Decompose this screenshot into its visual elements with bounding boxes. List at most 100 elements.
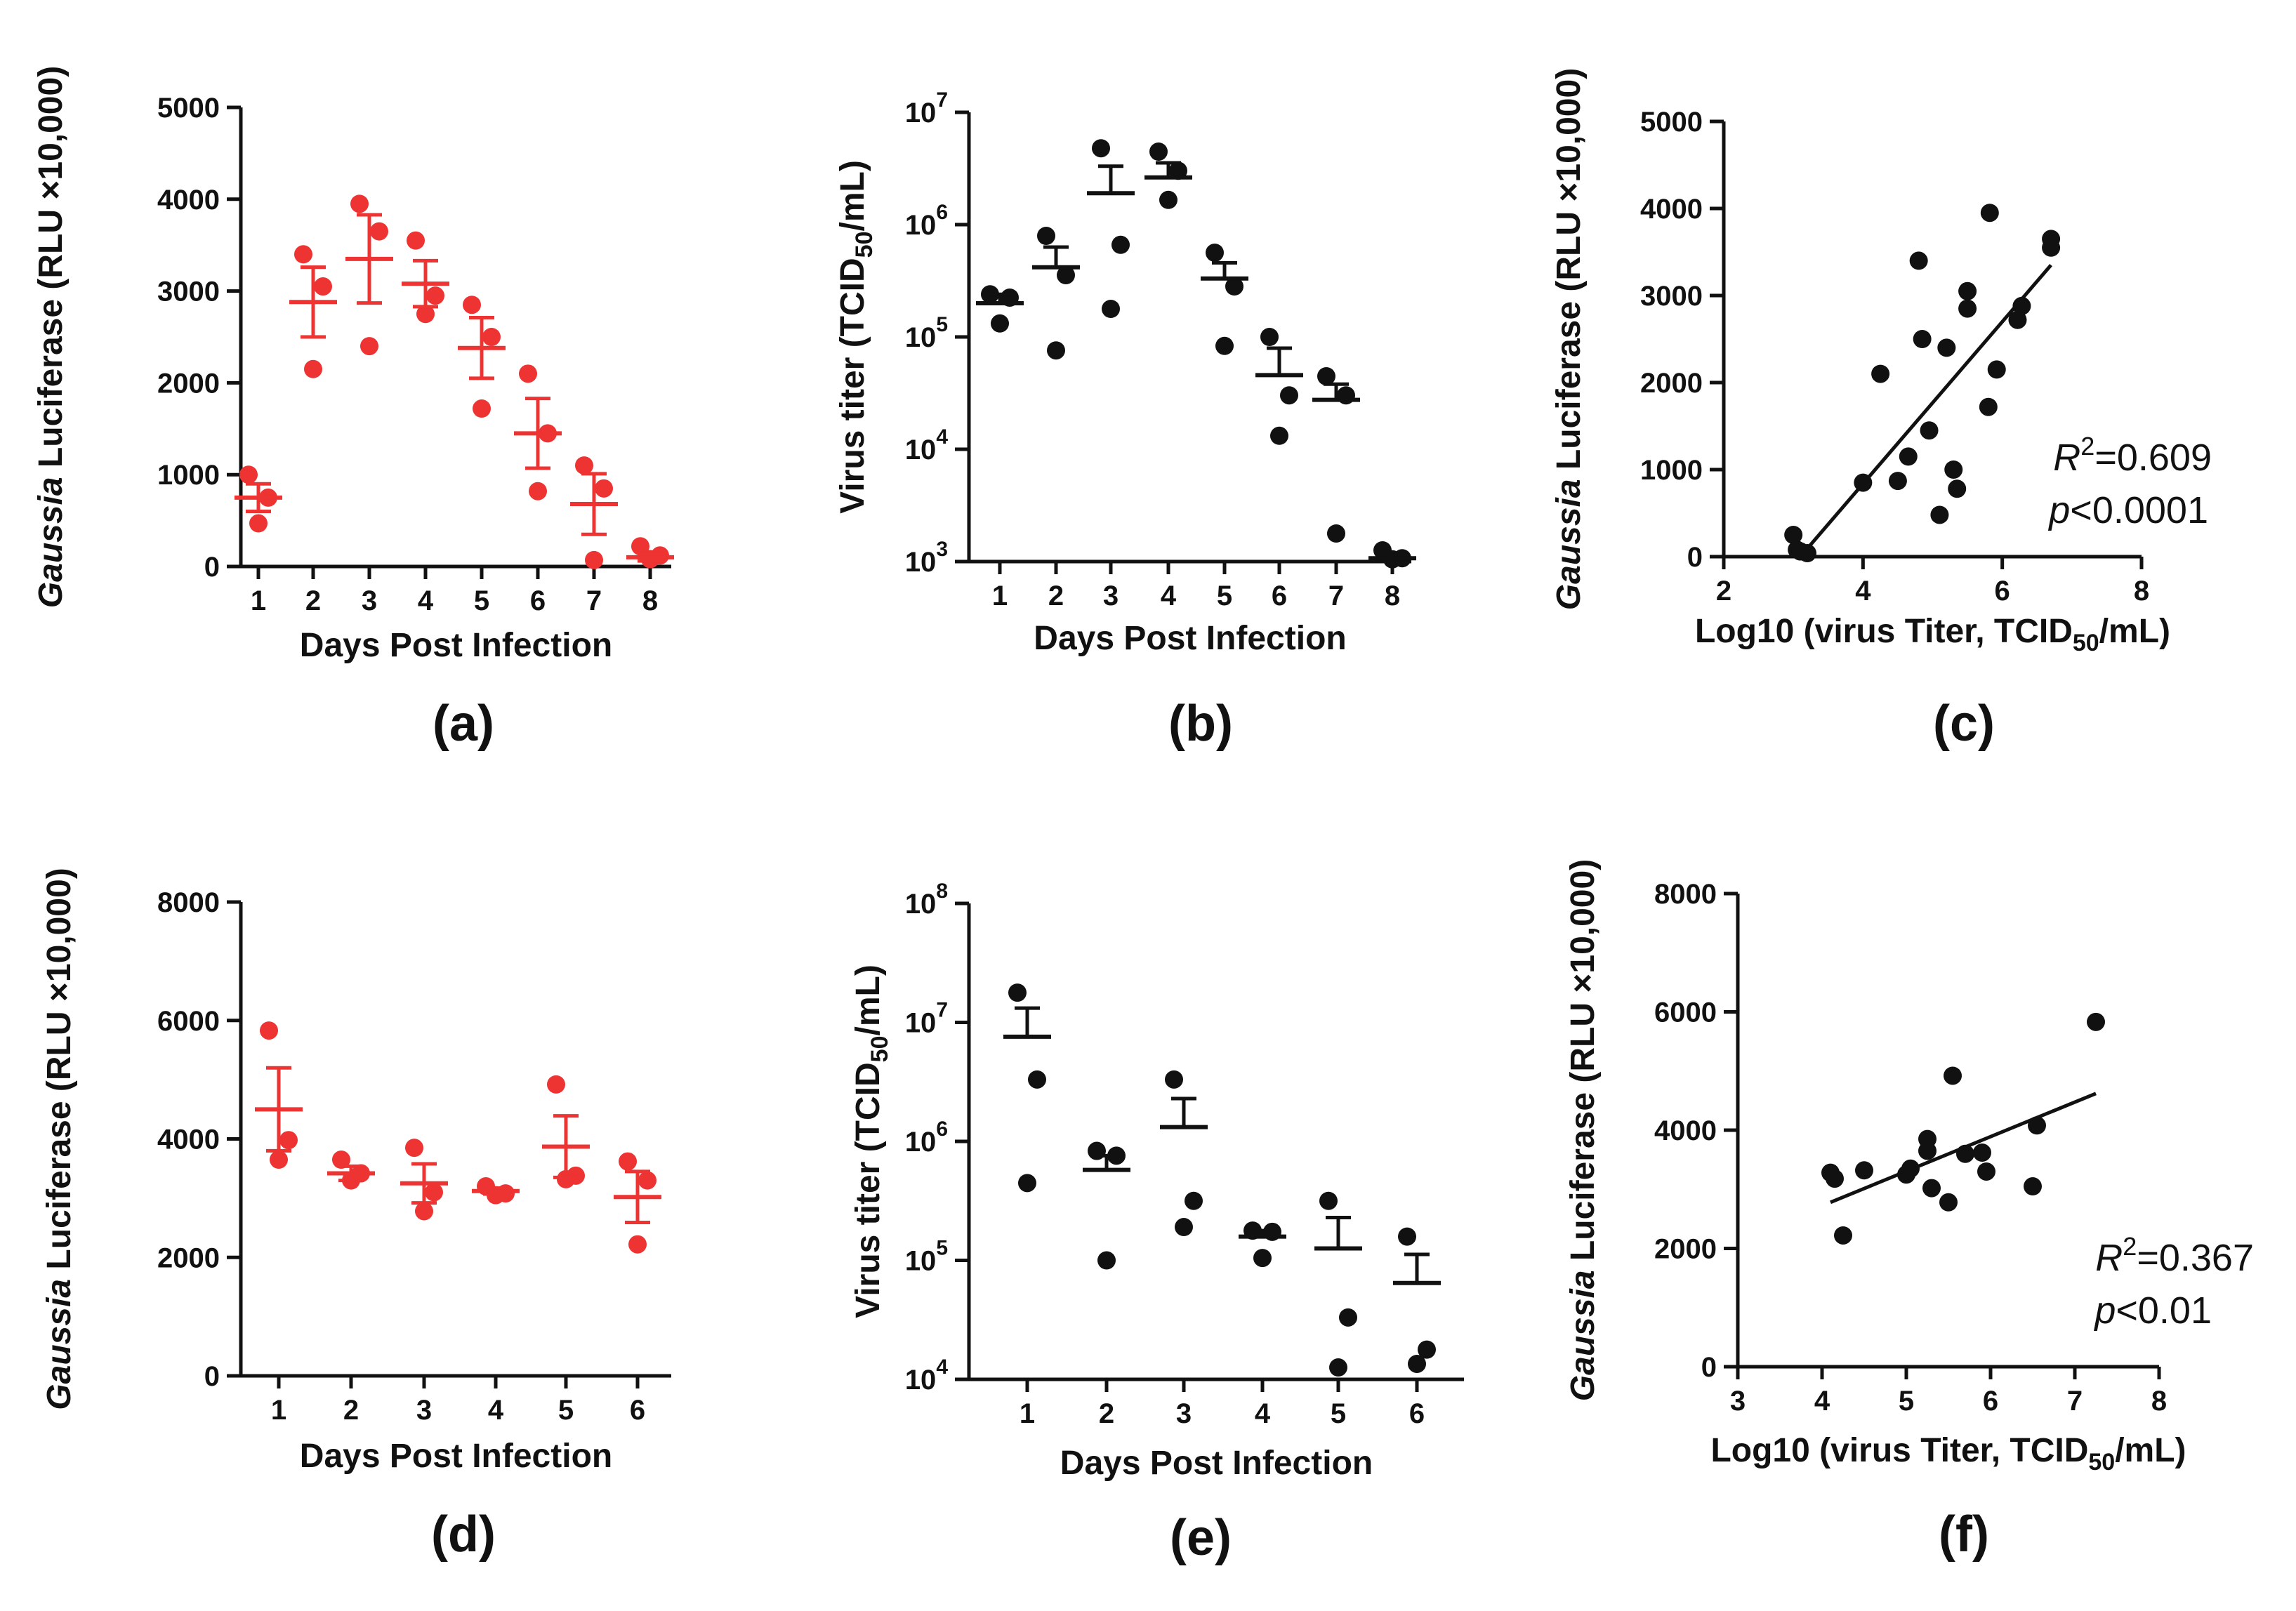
- r-squared-value: =0.367: [2137, 1237, 2254, 1279]
- data-point: [1327, 524, 1345, 543]
- data-point: [1165, 1070, 1183, 1089]
- data-point: [1317, 367, 1335, 385]
- data-point: [1215, 336, 1234, 355]
- data-point: [1899, 447, 1918, 466]
- y-axis-label-italic: Gaussia: [1550, 479, 1588, 610]
- data-point: [1225, 277, 1243, 296]
- data-point: [407, 231, 425, 250]
- data-point: [1922, 1179, 1941, 1198]
- y-axis-label: Gaussia Luciferase (RLU ×10,000): [32, 66, 70, 608]
- y-axis-label: Virus titer (TCID50/mL): [834, 160, 878, 514]
- y-tick-base: 10: [905, 889, 937, 920]
- y-axis-label-italic: Gaussia: [41, 1279, 78, 1410]
- y-tick-label: 105: [905, 313, 948, 353]
- panel-f: 0 2000 4000 6000 8000 3 4 5 6 7 8 Gaussia Luciferas…: [1564, 859, 2254, 1563]
- y-tick-exponent: 4: [936, 425, 948, 449]
- x-tick-label: 4: [1814, 1386, 1830, 1417]
- x-tick-label: 8: [1385, 581, 1400, 611]
- y-tick-label: 0: [1701, 1352, 1717, 1383]
- data-point: [595, 479, 613, 498]
- data-point: [1939, 1193, 1958, 1212]
- x-axis-label: Log10 (virus Titer, TCID50/mL): [1695, 613, 2170, 656]
- data-point: [2087, 1012, 2105, 1031]
- data-point: [1253, 1249, 1272, 1268]
- data-point: [1408, 1354, 1426, 1373]
- x-tick-label: 4: [1255, 1398, 1271, 1429]
- y-tick-label: 108: [905, 880, 948, 920]
- data-point: [1909, 251, 1928, 270]
- data-point: [628, 1235, 647, 1254]
- data-point: [1834, 1226, 1852, 1245]
- y-tick-label: 2000: [1654, 1234, 1717, 1265]
- r-superscript: 2: [2123, 1232, 2137, 1261]
- x-tick-label: 1: [1020, 1398, 1035, 1429]
- data-point: [416, 305, 435, 324]
- y-tick-label: 5000: [1640, 107, 1703, 138]
- x-tick-label: 7: [586, 585, 602, 616]
- x-tick-label: 7: [2067, 1386, 2083, 1417]
- data-point: [1977, 1162, 1995, 1181]
- y-tick-base: 10: [905, 1008, 937, 1039]
- data-point: [239, 465, 258, 484]
- y-tick-base: 10: [905, 210, 937, 241]
- data-point: [1329, 1358, 1347, 1377]
- x-tick-label: 4: [1161, 581, 1177, 611]
- y-axis-label-end: /mL): [850, 964, 887, 1035]
- x-axis-label: Days Post Infection: [300, 1438, 612, 1475]
- x-tick-label: 6: [1272, 581, 1287, 611]
- y-axis-label: Gaussia Luciferase (RLU ×10,000): [1564, 859, 1602, 1401]
- data-point: [1937, 338, 1956, 357]
- y-tick-label: 107: [905, 999, 948, 1039]
- panel-label: (c): [1933, 696, 1995, 752]
- panel-label: (b): [1168, 696, 1233, 752]
- x-tick-label: 4: [1855, 576, 1871, 606]
- data-point: [425, 1183, 443, 1202]
- data-point: [519, 364, 537, 383]
- y-tick-exponent: 4: [936, 1355, 948, 1379]
- x-tick-label: 5: [474, 585, 489, 616]
- x-tick-label: 8: [642, 585, 658, 616]
- y-tick-exponent: 7: [936, 88, 948, 112]
- data-point: [405, 1139, 423, 1158]
- x-tick-label: 6: [1995, 576, 2010, 606]
- data-point: [426, 286, 444, 305]
- data-point: [991, 314, 1009, 333]
- y-tick-label: 3000: [1640, 281, 1703, 312]
- x-axis-label-main: Log10 (virus Titer, TCID: [1710, 1432, 2088, 1469]
- p-symbol: p: [2093, 1290, 2116, 1332]
- y-tick-label: 1000: [1640, 455, 1703, 486]
- data-point: [350, 194, 369, 213]
- panel-label: (d): [431, 1506, 496, 1563]
- data-point: [631, 537, 649, 556]
- panel-c: 0 1000 2000 3000 4000 5000 2 4 6 8 Gaussia Lucifer…: [1550, 68, 2212, 752]
- y-tick-label: 8000: [1654, 879, 1717, 910]
- x-tick-label: 1: [271, 1395, 286, 1426]
- data-point: [1944, 1066, 1962, 1085]
- x-axis-label: Log10 (virus Titer, TCID50/mL): [1710, 1432, 2186, 1476]
- x-axis-label-end: /mL): [2115, 1432, 2186, 1469]
- p-value: <0.0001: [2070, 489, 2208, 531]
- x-tick-label: 4: [488, 1395, 504, 1426]
- data-point: [2024, 1177, 2042, 1196]
- p-value: <0.01: [2116, 1290, 2212, 1332]
- y-tick-base: 10: [905, 547, 937, 578]
- data-point: [360, 337, 378, 356]
- data-point: [1008, 983, 1027, 1002]
- regression-line: [1799, 263, 2052, 558]
- data-point: [1339, 1308, 1357, 1327]
- y-axis-label-italic: Gaussia: [1564, 1270, 1602, 1401]
- data-point: [1930, 505, 1949, 524]
- y-tick-label: 106: [905, 201, 948, 241]
- y-tick-label: 103: [905, 538, 948, 578]
- data-point: [547, 1075, 565, 1094]
- data-point: [249, 514, 268, 533]
- y-tick-label: 105: [905, 1237, 948, 1277]
- data-point: [1280, 386, 1298, 405]
- x-tick-label: 2: [343, 1395, 359, 1426]
- data-point: [619, 1152, 637, 1171]
- x-tick-label: 5: [1331, 1398, 1346, 1429]
- y-tick-label: 4000: [157, 1125, 220, 1155]
- x-tick-label: 2: [1048, 581, 1064, 611]
